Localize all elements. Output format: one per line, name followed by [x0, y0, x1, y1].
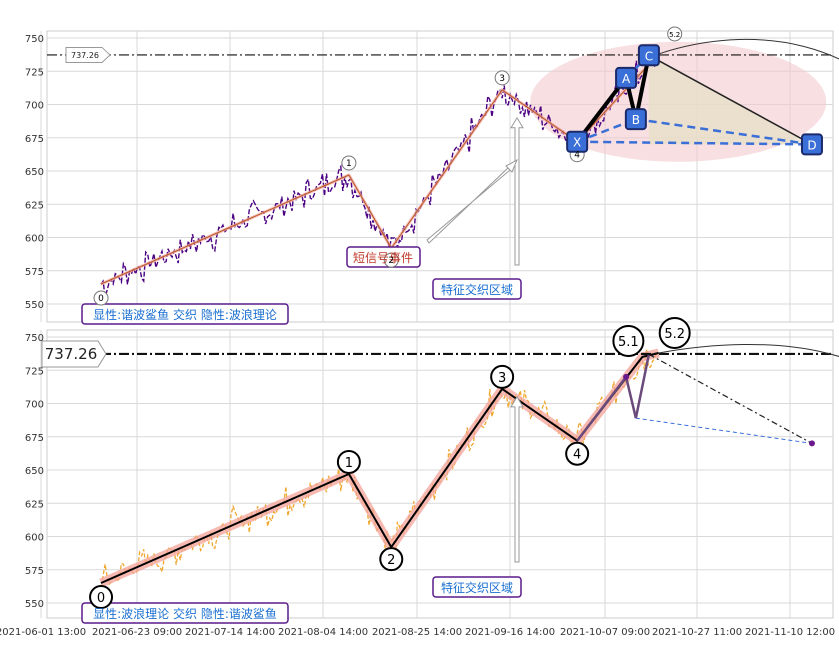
y-tick-label: 750 [25, 333, 44, 344]
wave-label-0: 0 [98, 294, 104, 304]
short-signal-label: 短信号事件 [353, 251, 413, 265]
y-tick-label: 675 [25, 134, 44, 145]
feature-zone-label: 特征交织区域 [441, 580, 513, 595]
harmonic-dashed [577, 140, 812, 146]
projection-arc [658, 38, 839, 60]
y-tick-label: 700 [25, 101, 44, 112]
y-tick-label: 725 [25, 67, 44, 78]
wave-label-5-2: 5.2 [664, 327, 685, 342]
wave-node [565, 441, 590, 466]
harmonic-cd [648, 353, 813, 444]
wave-label-1: 1 [346, 159, 352, 169]
x-tick-label: 2021-10-07 09:00 [560, 627, 650, 638]
wave-node [341, 155, 357, 171]
wave-node [612, 324, 645, 357]
feature-zone-box [432, 576, 522, 598]
wave-label-2: 2 [388, 256, 394, 266]
wave-node [93, 290, 109, 306]
wave-node [379, 547, 404, 572]
price-tag [41, 340, 107, 368]
panel-caption: 显性:谐波鲨鱼 交织 隐性:波浪理论 [93, 307, 277, 322]
wave-node [336, 449, 361, 474]
y-tick-label: 750 [25, 34, 44, 45]
harmonic-label-X: X [573, 136, 581, 150]
x-tick-label: 2021-09-16 14:00 [465, 627, 555, 638]
x-tick-label: 2021-07-14 14:00 [185, 627, 275, 638]
harmonic-line [576, 354, 651, 442]
y-tick-label: 650 [25, 167, 44, 178]
wave-label-0: 0 [97, 591, 105, 606]
wave-node [494, 70, 510, 86]
panel-caption: 显性:波浪理论 交织 隐性:谐波鲨鱼 [93, 606, 277, 621]
y-tick-label: 550 [25, 300, 44, 311]
wave-label-3: 3 [498, 371, 506, 386]
harmonic-dashed [635, 417, 813, 444]
x-tick-label: 2021-06-01 13:00 [0, 627, 86, 638]
price-tag-label: 737.26 [71, 51, 99, 60]
y-tick-label: 575 [25, 566, 44, 577]
y-tick-label: 600 [25, 234, 44, 245]
harmonic-label-C: C [645, 49, 653, 63]
harmonic-node [624, 108, 647, 131]
price-tag-label: 737.26 [45, 345, 98, 363]
harmonic-node [615, 66, 638, 89]
y-tick-label: 700 [25, 400, 44, 411]
short-signal-box [346, 246, 421, 268]
harmonic-line [575, 54, 651, 143]
wave-node [667, 26, 683, 42]
x-tick-label: 2021-10-27 11:00 [652, 627, 742, 638]
y-tick-label: 650 [25, 466, 44, 477]
wave-node [383, 252, 399, 268]
harmonic-dashed [635, 117, 813, 146]
wave-node [658, 316, 691, 349]
harmonic-label-A: A [622, 72, 631, 86]
x-tick-label: 2021-08-04 14:00 [278, 627, 368, 638]
harmonic-node [566, 130, 589, 153]
harmonic-label-B: B [632, 113, 640, 127]
wave-label-4: 4 [574, 151, 580, 161]
wave-label-5-1: 5.1 [618, 335, 639, 350]
x-tick-label: 2021-08-25 14:00 [372, 627, 462, 638]
signal-arrow [426, 158, 519, 244]
wave-line [100, 352, 659, 584]
harmonic-cd [648, 54, 813, 146]
feature-zone-arrow [510, 395, 524, 563]
y-tick-label: 575 [25, 267, 44, 278]
wave-label-2: 2 [387, 553, 395, 568]
y-tick-label: 625 [25, 499, 44, 510]
y-tick-label: 725 [25, 366, 44, 377]
x-tick-label: 2021-06-23 09:00 [92, 627, 182, 638]
harmonic-dot-a [623, 373, 630, 380]
wave-label-5-2: 5.2 [669, 31, 680, 39]
harmonic-node [800, 133, 823, 156]
projection-arc [658, 343, 839, 358]
y-tick-label: 550 [25, 599, 44, 610]
feature-zone-box [432, 278, 522, 300]
wave-node [89, 585, 114, 610]
feature-zone-arrow [510, 116, 524, 266]
harmonic-dot-d [808, 440, 815, 447]
y-tick-label: 625 [25, 200, 44, 211]
caption-box [81, 602, 289, 624]
wave-label-1: 1 [345, 456, 353, 471]
x-tick-label: 2021-11-10 12:00 [745, 627, 835, 638]
y-tick-label: 600 [25, 533, 44, 544]
wave-label-3: 3 [499, 74, 505, 84]
caption-box [81, 303, 289, 325]
harmonic-label-D: D [807, 138, 816, 152]
harmonic-node [637, 44, 660, 67]
wave-label-4: 4 [573, 448, 581, 463]
y-tick-label: 675 [25, 433, 44, 444]
price-tag [65, 46, 111, 63]
feature-zone-label: 特征交织区域 [441, 282, 513, 297]
wave-node [490, 364, 515, 389]
